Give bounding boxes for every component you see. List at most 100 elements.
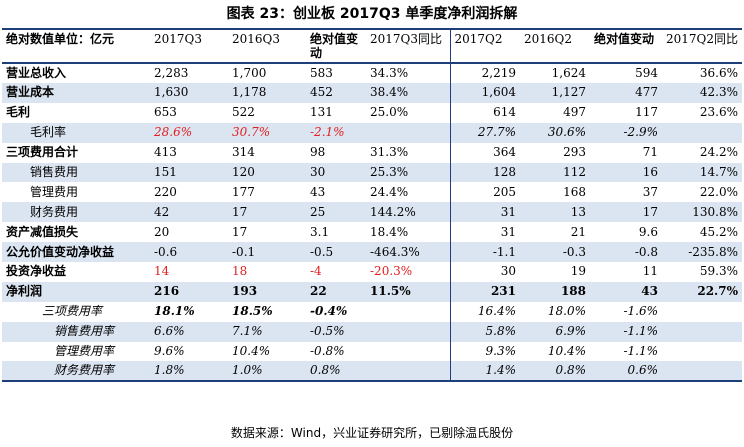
cell: 16.4% [477, 304, 516, 319]
table-row: 管理费用 220 177 43 24.4% 205 168 37 22.0% [2, 182, 742, 203]
cell [366, 301, 451, 322]
cell: 151 [150, 162, 228, 183]
cell: 314 [232, 145, 255, 160]
cell: -0.3 [520, 242, 590, 263]
row-label: 财务费用 [2, 202, 150, 223]
cell: 10.4% [232, 344, 271, 359]
cell: 30 [306, 162, 366, 183]
cell [366, 341, 451, 362]
cell: 5.8% [450, 321, 520, 342]
cell: -0.5 [306, 242, 366, 263]
header-row: 绝对数值单位：亿元 2017Q3 2016Q3 绝对值变动 2017Q3同比 2… [2, 28, 742, 64]
cell: 594 [635, 66, 658, 80]
cell: 117 [635, 105, 658, 120]
cell: 18.5% [232, 304, 273, 319]
table-row: 投资净收益 14 18 -4 -20.3% 30 19 11 59.3% [2, 262, 742, 282]
row-label: 净利润 [2, 281, 150, 302]
cell: 188 [520, 281, 590, 302]
cell: -0.8% [310, 344, 345, 359]
table-row: 资产减值损失 20 17 3.1 18.4% 31 21 9.6 45.2% [2, 222, 742, 243]
cell: 27.7% [450, 122, 520, 143]
cell: -0.1 [228, 242, 306, 263]
cell: 14.7% [662, 162, 742, 183]
cell: 28.6% [150, 122, 228, 143]
cell: 1,127 [520, 83, 590, 103]
cell: 20 [154, 224, 170, 239]
cell: 17 [228, 202, 306, 223]
cell: -1.1 [450, 242, 520, 263]
cell: 7.1% [228, 321, 306, 342]
cell: 13 [520, 202, 590, 223]
cell: 130.8% [662, 202, 742, 223]
cell: 614 [493, 105, 516, 120]
cell: -4 [310, 264, 322, 279]
cell: 18.1% [154, 304, 195, 319]
cell: 31 [500, 224, 516, 239]
cell: 38.4% [366, 83, 451, 103]
cell: 120 [228, 162, 306, 183]
table-row: 营业总收入 2,283 1,700 583 34.3% 2,219 1,624 … [2, 63, 742, 83]
cell: 34.3% [366, 63, 451, 83]
table-row: 三项费用合计 413 314 98 31.3% 364 293 71 24.2% [2, 142, 742, 163]
row-label: 毛利 [6, 105, 31, 120]
table-title: 图表 23：创业板 2017Q3 单季度净利润拆解 [226, 6, 518, 22]
cell [662, 342, 742, 362]
row-label: 毛利率 [2, 122, 150, 143]
cell: 11 [642, 264, 658, 279]
cell: -0.6 [150, 242, 228, 263]
cell: -1.6% [623, 304, 658, 319]
cell [366, 122, 451, 143]
cell: 37 [642, 184, 658, 199]
cell: 19 [570, 264, 586, 279]
cell [662, 361, 742, 383]
cell: 22 [306, 281, 366, 302]
cell: 2,283 [154, 66, 189, 80]
cell: 413 [154, 145, 177, 160]
cell: 1.8% [150, 361, 228, 383]
table-row: 销售费用 151 120 30 25.3% 128 112 16 14.7% [2, 162, 742, 183]
cell: 522 [232, 105, 255, 120]
cell: 6.6% [150, 321, 228, 342]
cell: 112 [520, 162, 590, 183]
cell: 293 [563, 145, 586, 160]
table-row: 毛利 653 522 131 25.0% 614 497 117 23.6% [2, 102, 742, 123]
cell: 231 [450, 281, 520, 302]
cell: 1,630 [150, 83, 228, 103]
cell: -0.5% [306, 321, 366, 342]
source-note: 数据来源：Wind，兴业证券研究所，已剔除温氏股份 [230, 426, 514, 440]
cell: 14 [154, 264, 170, 279]
cell: 128 [450, 162, 520, 183]
cell: 43 [590, 281, 662, 302]
cell: 0.6% [590, 361, 662, 383]
net-profit-table: 绝对数值单位：亿元 2017Q3 2016Q3 绝对值变动 2017Q3同比 2… [2, 28, 742, 383]
cell: 205 [493, 184, 516, 199]
cell: -1.1% [590, 321, 662, 342]
header-yoy-q2: 2017Q2同比 [662, 28, 742, 64]
cell: 24.4% [366, 182, 451, 203]
cell [366, 361, 451, 383]
table-row: 管理费用率 9.6% 10.4% -0.8% 9.3% 10.4% -1.1% [2, 341, 742, 362]
row-label: 营业成本 [2, 83, 150, 103]
table-row: 财务费用 42 17 25 144.2% 31 13 17 130.8% [2, 202, 742, 223]
cell: 31 [450, 202, 520, 223]
cell [662, 302, 742, 322]
cell: 25.3% [366, 162, 451, 183]
row-label: 销售费用 [2, 162, 150, 183]
cell: 177 [232, 184, 255, 199]
cell: 10.4% [547, 344, 586, 359]
cell: 18.4% [366, 222, 451, 243]
row-label: 管理费用 [30, 184, 79, 199]
cell: -235.8% [662, 242, 742, 263]
cell: 22.7% [662, 281, 742, 302]
header-2017q2: 2017Q2 [450, 28, 520, 64]
cell: 477 [590, 83, 662, 103]
cell: 220 [154, 184, 177, 199]
cell: 45.2% [699, 224, 738, 239]
table-row: 三项费用率 18.1% 18.5% -0.4% 16.4% 18.0% -1.6… [2, 301, 742, 322]
cell: 25 [306, 202, 366, 223]
cell: 30.7% [228, 122, 306, 143]
cell: -1.1% [623, 344, 658, 359]
cell: -0.8 [590, 242, 662, 263]
table-row: 净利润 216 193 22 11.5% 231 188 43 22.7% [2, 281, 742, 302]
cell: 36.6% [699, 66, 738, 80]
